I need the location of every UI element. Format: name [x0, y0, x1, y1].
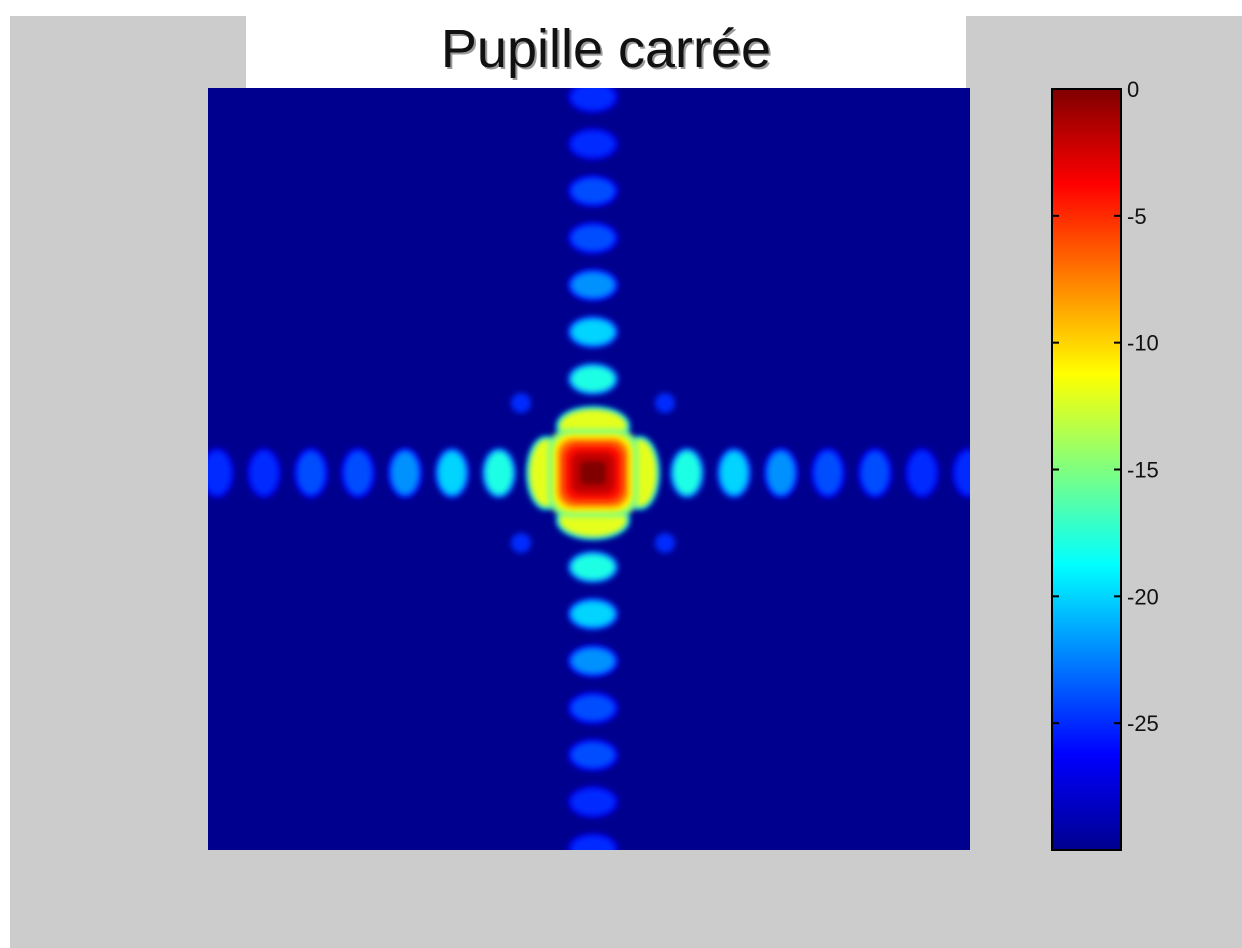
heatmap-lobe-v	[571, 178, 615, 204]
heatmap-lobe-v	[571, 601, 615, 627]
heatmap-lobe-h	[720, 451, 748, 495]
heatmap-lobe-h	[861, 451, 889, 495]
heatmap-lobe-v	[571, 272, 615, 298]
heatmap-lobe-h	[673, 451, 701, 495]
heatmap-lobe-h	[767, 451, 795, 495]
heatmap-lobe-h	[814, 451, 842, 495]
heatmap-lobe-diagonal	[655, 533, 675, 553]
heatmap-lobe-v	[571, 836, 615, 850]
heatmap-lobe-h	[908, 451, 936, 495]
colorbar	[1051, 88, 1122, 851]
heatmap-lobe-h	[250, 451, 278, 495]
colorbar-tick-label: -5	[1127, 204, 1147, 229]
heatmap-lobe-v	[571, 131, 615, 157]
heatmap-lobe-v	[571, 366, 615, 392]
colorbar-tick-label: 0	[1127, 77, 1139, 102]
colorbar-tick-label: -20	[1127, 584, 1159, 609]
colorbar-tick-label: -15	[1127, 458, 1159, 483]
heatmap-lobe-h	[344, 451, 372, 495]
heatmap-lobe-v	[571, 695, 615, 721]
heatmap-lobe-v	[571, 225, 615, 251]
heatmap-lobe-diagonal	[655, 393, 675, 413]
heatmap-lobes	[208, 88, 970, 850]
colorbar-ticks: 0 -5 -10 -15 -20 -25	[1052, 77, 1159, 736]
heatmap-lobe-v	[571, 648, 615, 674]
colorbar-tick-label: -10	[1127, 331, 1159, 356]
heatmap-lobe-v	[571, 88, 615, 110]
chart-title: Pupille carrée	[440, 19, 772, 79]
heatmap-lobe-v	[571, 319, 615, 345]
heatmap-central-peak	[580, 461, 606, 485]
colorbar-tick-label: -25	[1127, 711, 1159, 736]
heatmap-lobe-h	[208, 451, 231, 495]
heatmap-lobe-diagonal	[511, 393, 531, 413]
heatmap-lobe-h	[485, 451, 513, 495]
heatmap-lobe-h	[297, 451, 325, 495]
title-box: Pupille carrée	[246, 16, 966, 98]
heatmap-lobe-h	[955, 451, 970, 495]
heatmap-lobe-v	[571, 742, 615, 768]
heatmap-lobe-h	[438, 451, 466, 495]
heatmap-lobe-h	[391, 451, 419, 495]
heatmap-lobe-diagonal	[511, 533, 531, 553]
heatmap-lobe-v	[571, 789, 615, 815]
heatmap-lobe-v	[571, 554, 615, 580]
